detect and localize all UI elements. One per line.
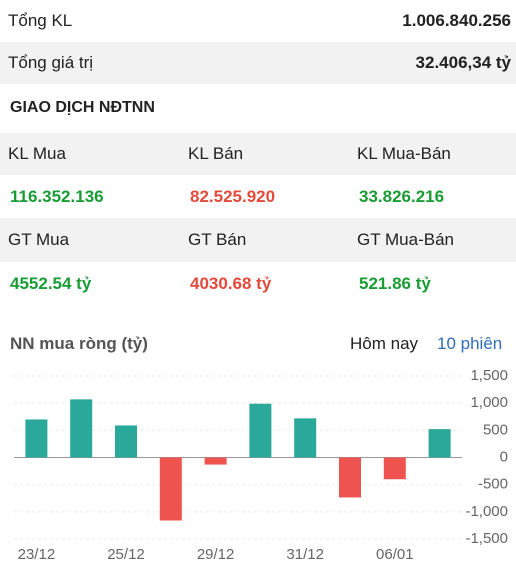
header-cell: GT Bán [188,230,247,249]
y-tick-label: 1,500 [470,367,508,384]
x-tick-label: 25/12 [107,546,145,563]
value: 1.006.840.256 [402,11,511,30]
x-tick-label: 06/01 [376,546,414,563]
y-tick-label: 0 [500,448,508,465]
bar [294,418,317,458]
bar [339,457,361,498]
section-title: GIAO DỊCH NĐTNN [10,99,155,116]
table-header: KL Mua KL Bán KL Mua-Bán [0,133,516,175]
value-cell: 4030.68 tỷ [190,273,272,293]
chart-title: NN mua ròng (tỷ) [10,334,148,353]
label: Tổng giá trị [8,53,94,72]
y-tick-label: -1,000 [465,503,508,520]
header-cell: GT Mua [8,230,70,249]
y-tick-label: 500 [483,421,508,438]
bar [70,399,93,458]
table-row: 4552.54 tỷ 4030.68 tỷ 521.86 tỷ [0,262,516,305]
x-tick-label: 29/12 [197,546,235,563]
table-row: 116.352.136 82.525.920 33.826.216 [0,175,516,218]
y-tick-label: -1,500 [465,530,508,547]
header-cell: KL Mua-Bán [357,144,451,163]
x-tick-label: 23/12 [18,546,56,563]
value: 32.406,34 tỷ [415,53,511,72]
x-tick-label: 31/12 [286,546,324,563]
bar [159,457,182,521]
table-header: GT Mua GT Bán GT Mua-Bán [0,218,516,262]
value-cell: 521.86 tỷ [359,273,431,293]
bar [115,425,137,458]
summary-row: Tổng giá trị 32.406,34 tỷ [0,42,516,84]
header-cell: GT Mua-Bán [357,230,455,249]
header-cell: KL Mua [8,144,66,163]
summary-row: Tổng KL 1.006.840.256 [0,0,516,42]
bar [204,457,227,465]
value-cell: 82.525.920 [190,186,276,206]
section-header: GIAO DỊCH NĐTNN [0,86,516,130]
tab[interactable]: 10 phiên [437,334,503,353]
value-cell: 33.826.216 [359,186,445,206]
label: Tổng KL [8,11,73,30]
y-tick-label: -500 [478,476,508,493]
y-tick-label: 1,000 [470,394,508,411]
value-cell: 4552.54 tỷ [10,273,92,293]
bar [383,457,406,480]
bar [249,403,272,458]
header-cell: KL Bán [188,144,244,163]
bar [428,429,451,458]
chart-header: NN mua ròng (tỷ) Hôm nay 10 phiên [0,328,516,360]
value-cell: 116.352.136 [10,186,104,206]
chart: 1,500 1,000 500 0 -500 -1,000 -1,500 23/12 25/12… [14,367,508,563]
tab[interactable]: Hôm nay [350,334,419,353]
bar [25,419,48,458]
